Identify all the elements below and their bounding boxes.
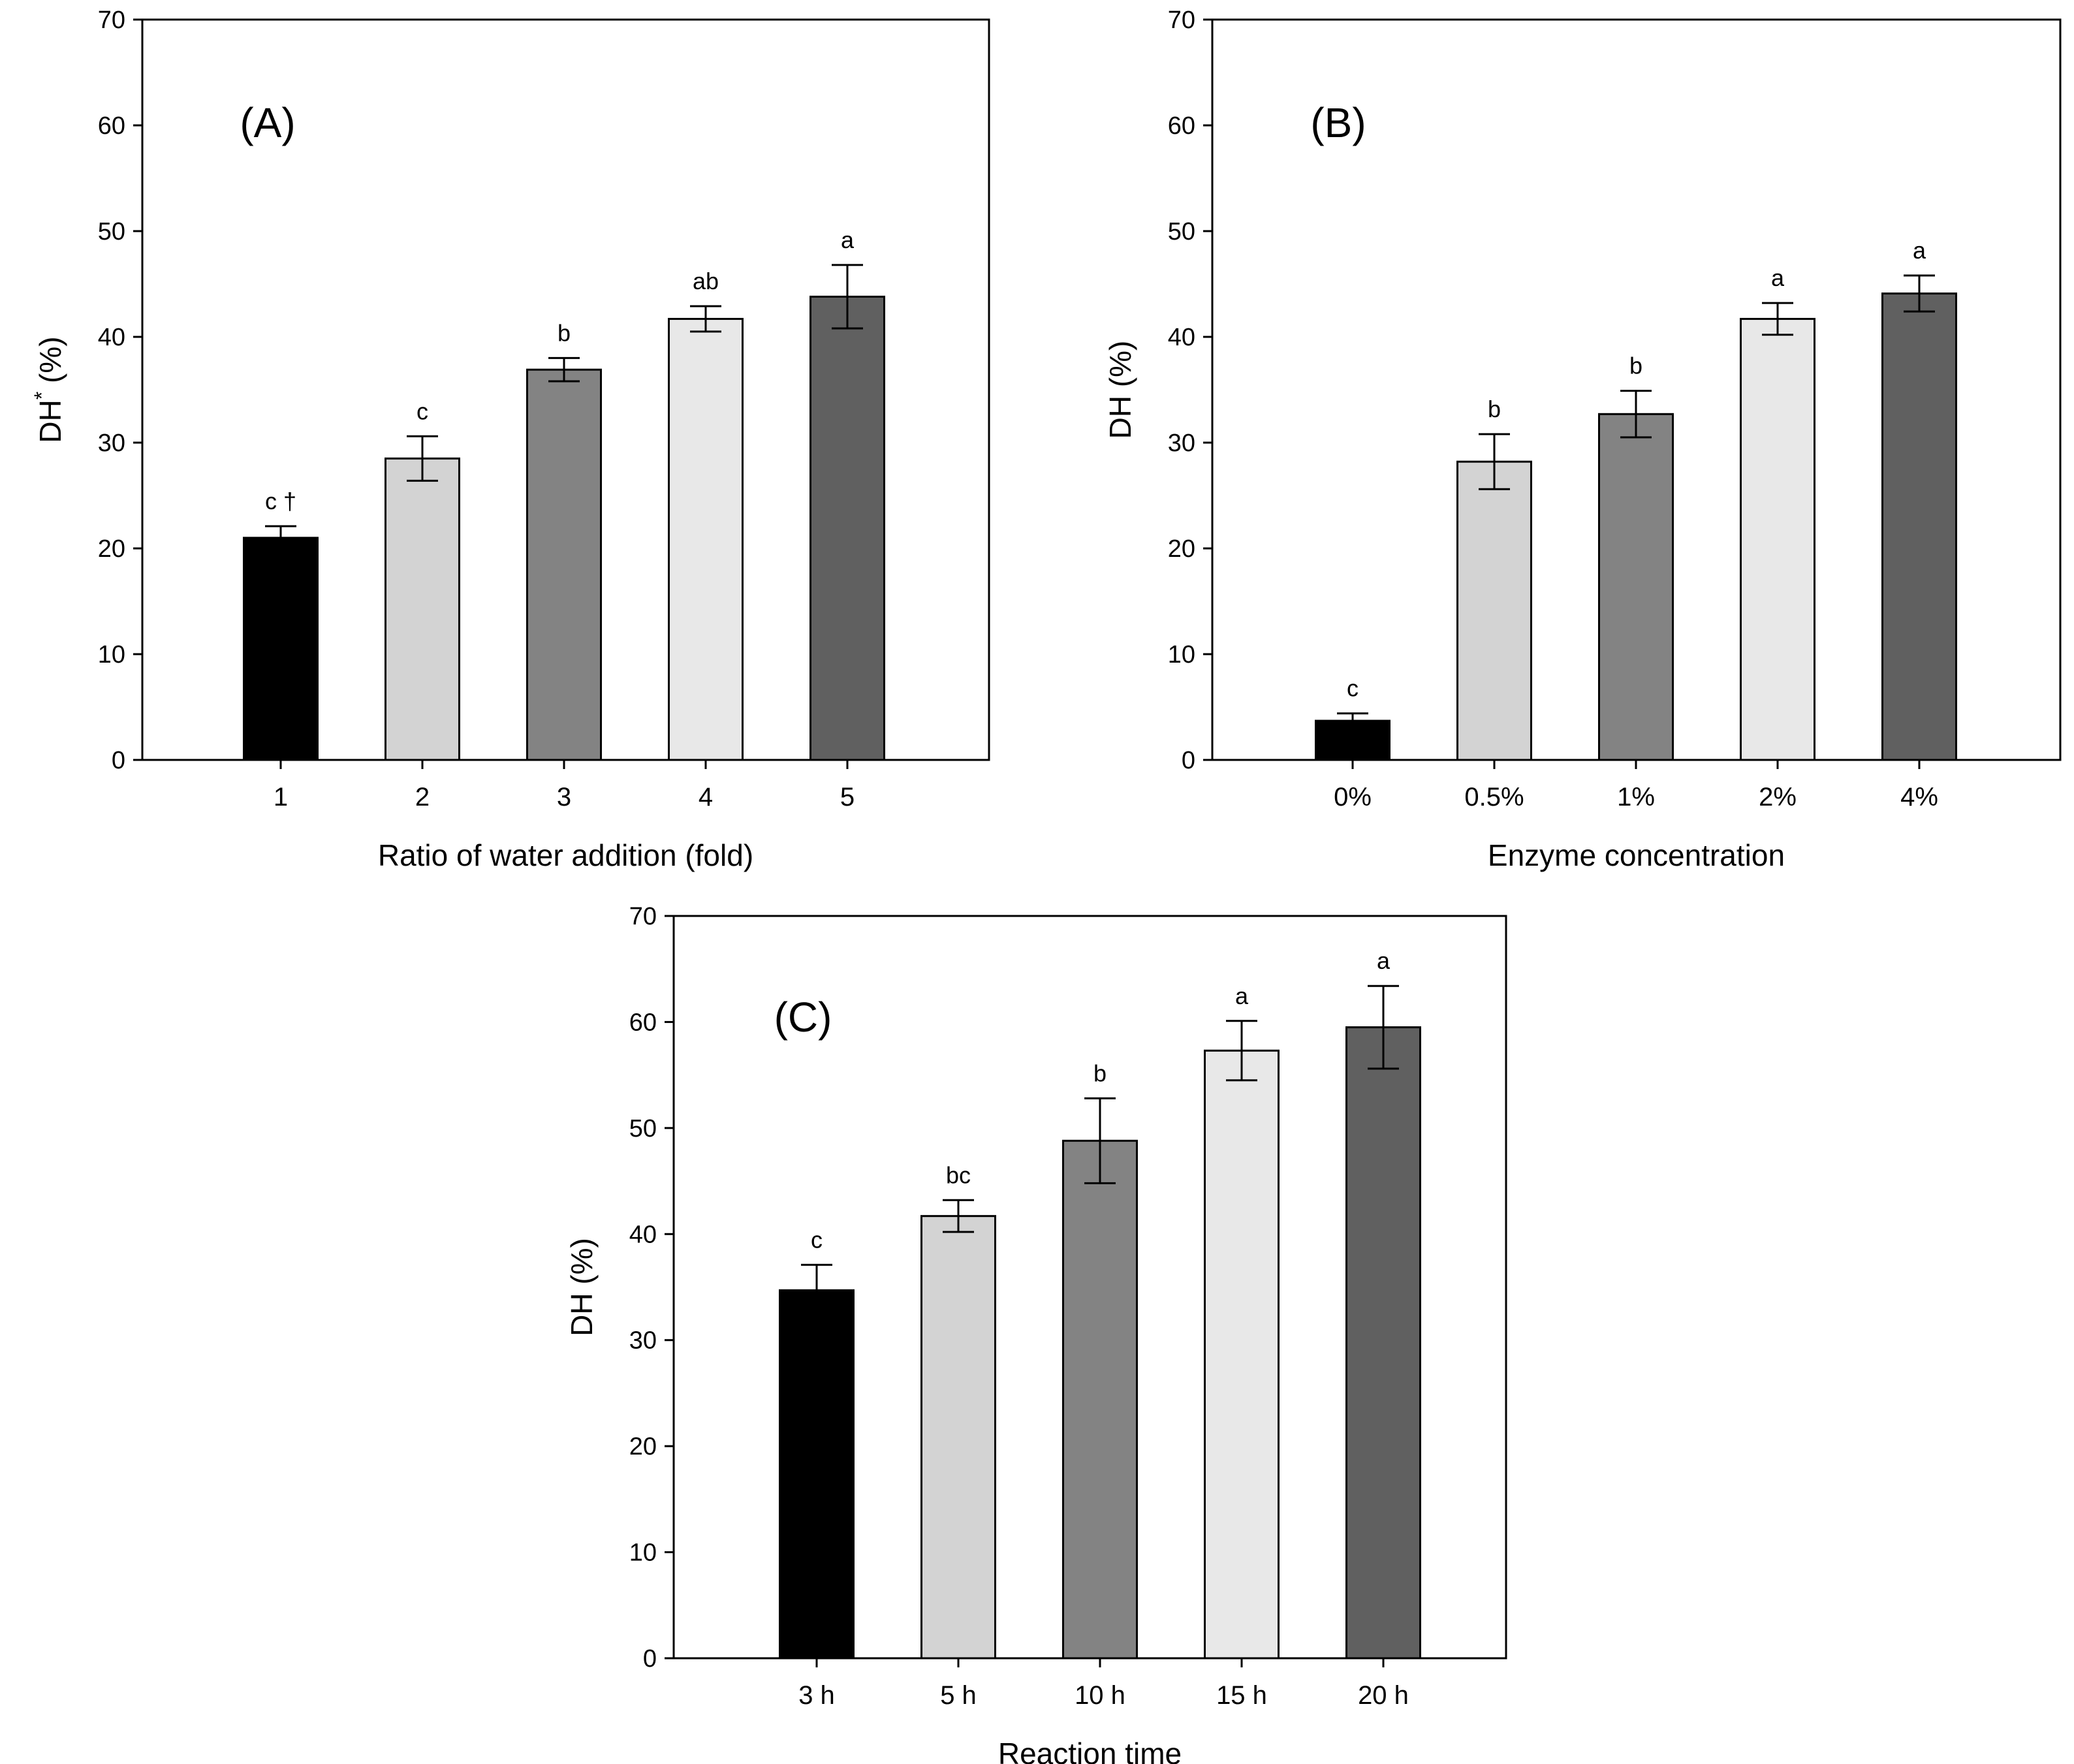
panel-c-chart: 0 10 20 30 40 50 60 70 3 h c 5 h bc 10 h b 15 h a 20 h a R… bbox=[565, 903, 1507, 1764]
bar bbox=[779, 1289, 855, 1660]
y-tick-label: 70 bbox=[629, 903, 657, 930]
x-tick-label: 4% bbox=[1900, 783, 1938, 811]
x-tick-label: 2 bbox=[415, 783, 430, 811]
y-axis-label: DH* (%) bbox=[30, 336, 67, 443]
x-tick-label: 0% bbox=[1334, 783, 1372, 811]
panel-label: (A) bbox=[240, 99, 295, 146]
y-tick-label: 40 bbox=[629, 1221, 657, 1248]
y-tick-label: 20 bbox=[629, 1433, 657, 1460]
panel-label: (B) bbox=[1310, 99, 1366, 146]
bar bbox=[1062, 1139, 1138, 1660]
bar bbox=[1345, 1026, 1421, 1660]
bar bbox=[1204, 1049, 1280, 1660]
y-axis-label: DH (%) bbox=[565, 1238, 599, 1336]
y-tick-label: 0 bbox=[643, 1645, 657, 1673]
y-tick-label: 10 bbox=[629, 1539, 657, 1567]
y-tick-label: 10 bbox=[98, 641, 125, 669]
x-tick-label: 4 bbox=[699, 783, 713, 811]
significance-label: a bbox=[1377, 947, 1391, 974]
bar bbox=[920, 1215, 996, 1660]
significance-label: b bbox=[558, 319, 571, 346]
y-tick-label: 60 bbox=[1168, 112, 1195, 140]
y-tick-label: 40 bbox=[98, 324, 125, 351]
x-tick-label: 20 h bbox=[1358, 1681, 1409, 1710]
significance-label: a bbox=[841, 227, 855, 253]
y-tick-label: 60 bbox=[98, 112, 125, 140]
x-tick-label: 1 bbox=[274, 783, 288, 811]
significance-label: a bbox=[1235, 983, 1249, 1009]
x-tick-label: 3 bbox=[557, 783, 571, 811]
y-tick-label: 30 bbox=[98, 430, 125, 457]
x-tick-label: 2% bbox=[1759, 783, 1797, 811]
y-tick-label: 50 bbox=[629, 1115, 657, 1142]
significance-label: a bbox=[1771, 264, 1785, 291]
bar bbox=[526, 368, 602, 761]
significance-label: c bbox=[811, 1226, 823, 1253]
panel-b-chart: 0 10 20 30 40 50 60 70 0% c 0.5% b 1% b 2% a 4% a Enzyme c… bbox=[1103, 7, 2062, 872]
y-axis-label-unit: (%) bbox=[1103, 341, 1137, 396]
y-tick-label: 10 bbox=[1168, 641, 1195, 669]
y-axis-label-superscript: * bbox=[30, 392, 54, 400]
y-axis-label: DH (%) bbox=[1103, 341, 1137, 439]
x-tick-label: 10 h bbox=[1075, 1681, 1125, 1710]
bar bbox=[385, 457, 460, 761]
y-tick-label: 60 bbox=[629, 1009, 657, 1036]
significance-label: b bbox=[1629, 353, 1642, 379]
y-tick-label: 30 bbox=[629, 1327, 657, 1355]
y-axis-label-main: DH bbox=[33, 400, 67, 443]
y-tick-label: 70 bbox=[1168, 7, 1195, 34]
y-tick-label: 0 bbox=[1182, 747, 1195, 774]
bar bbox=[668, 317, 744, 761]
y-tick-label: 20 bbox=[1168, 535, 1195, 563]
significance-label: c bbox=[1347, 675, 1359, 702]
significance-label: bc bbox=[946, 1161, 971, 1188]
x-axis-label: Ratio of water addition (fold) bbox=[378, 838, 753, 872]
y-tick-label: 50 bbox=[1168, 218, 1195, 245]
significance-label: b bbox=[1488, 396, 1501, 422]
significance-label: c bbox=[416, 398, 428, 424]
x-tick-label: 1% bbox=[1617, 783, 1655, 811]
x-axis-label: Reaction time bbox=[998, 1737, 1182, 1764]
y-tick-label: 0 bbox=[112, 747, 125, 774]
x-axis-label: Enzyme concentration bbox=[1488, 838, 1785, 872]
bar bbox=[1740, 317, 1815, 761]
significance-label: c † bbox=[265, 488, 296, 514]
y-tick-label: 30 bbox=[1168, 430, 1195, 457]
y-tick-label: 70 bbox=[98, 7, 125, 34]
x-tick-label: 15 h bbox=[1216, 1681, 1267, 1710]
significance-dagger: † bbox=[283, 488, 296, 514]
bar bbox=[1598, 413, 1674, 761]
bar bbox=[1456, 460, 1532, 761]
y-axis-label-unit: (%) bbox=[565, 1238, 599, 1293]
y-tick-label: 40 bbox=[1168, 324, 1195, 351]
bar bbox=[1881, 292, 1957, 761]
panel-a-chart: 0 10 20 30 40 50 60 70 1 c † 2 c 3 b 4 ab 5 a Ratio of wate… bbox=[30, 7, 990, 872]
x-tick-label: 5 h bbox=[940, 1681, 977, 1710]
x-tick-label: 0.5% bbox=[1464, 783, 1524, 811]
significance-label: a bbox=[1913, 237, 1926, 264]
significance-label: b bbox=[1093, 1060, 1107, 1086]
x-tick-label: 3 h bbox=[798, 1681, 835, 1710]
x-tick-label: 5 bbox=[840, 783, 855, 811]
panel-label: (C) bbox=[774, 994, 832, 1041]
y-axis-label-main: DH bbox=[1103, 396, 1137, 439]
y-axis-label-unit: (%) bbox=[33, 336, 67, 391]
y-axis-label-main: DH bbox=[565, 1293, 599, 1336]
bar bbox=[809, 295, 885, 761]
y-tick-label: 20 bbox=[98, 535, 125, 563]
y-tick-label: 50 bbox=[98, 218, 125, 245]
bar bbox=[243, 537, 319, 761]
significance-label: ab bbox=[693, 268, 719, 294]
